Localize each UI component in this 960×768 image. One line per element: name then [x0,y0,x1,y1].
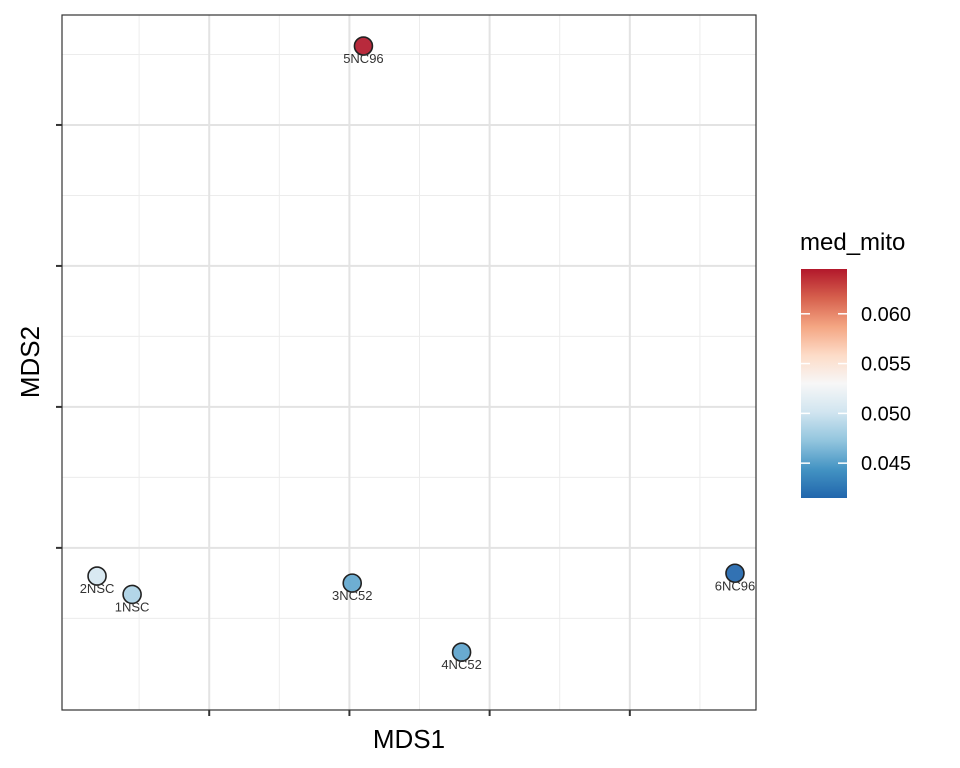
legend-colorbar [801,269,847,498]
point-label: 3NC52 [332,588,372,603]
data-points [87,36,745,663]
data-point [342,573,363,593]
x-axis-title: MDS1 [373,724,445,754]
legend-tick-label: 0.055 [861,354,911,376]
minor-gridlines [62,15,756,710]
major-gridlines [62,15,756,710]
point-label: 6NC96 [715,578,755,593]
data-point [353,36,374,56]
y-axis-title: MDS2 [15,326,45,398]
data-point [122,584,142,605]
legend-title: med_mito [800,229,905,256]
legend-tick-label: 0.045 [861,453,911,475]
data-point [87,566,107,586]
axis-ticks [56,123,631,716]
legend-ticks: 0.045 0.050 0.055 0.060 [801,304,911,475]
data-point [451,642,472,663]
panel-border [61,14,757,711]
legend-tick-label: 0.050 [861,403,911,425]
point-label: 4NC52 [441,657,481,672]
point-label: 1NSC [115,599,150,614]
data-point [725,563,745,584]
point-label: 2NSC [80,581,115,596]
legend-tick-label: 0.060 [861,304,911,326]
color-legend: med_mito 0.045 0.050 0.055 0.060 [800,229,911,498]
panel-background [62,15,756,710]
point-label: 5NC96 [343,51,383,66]
